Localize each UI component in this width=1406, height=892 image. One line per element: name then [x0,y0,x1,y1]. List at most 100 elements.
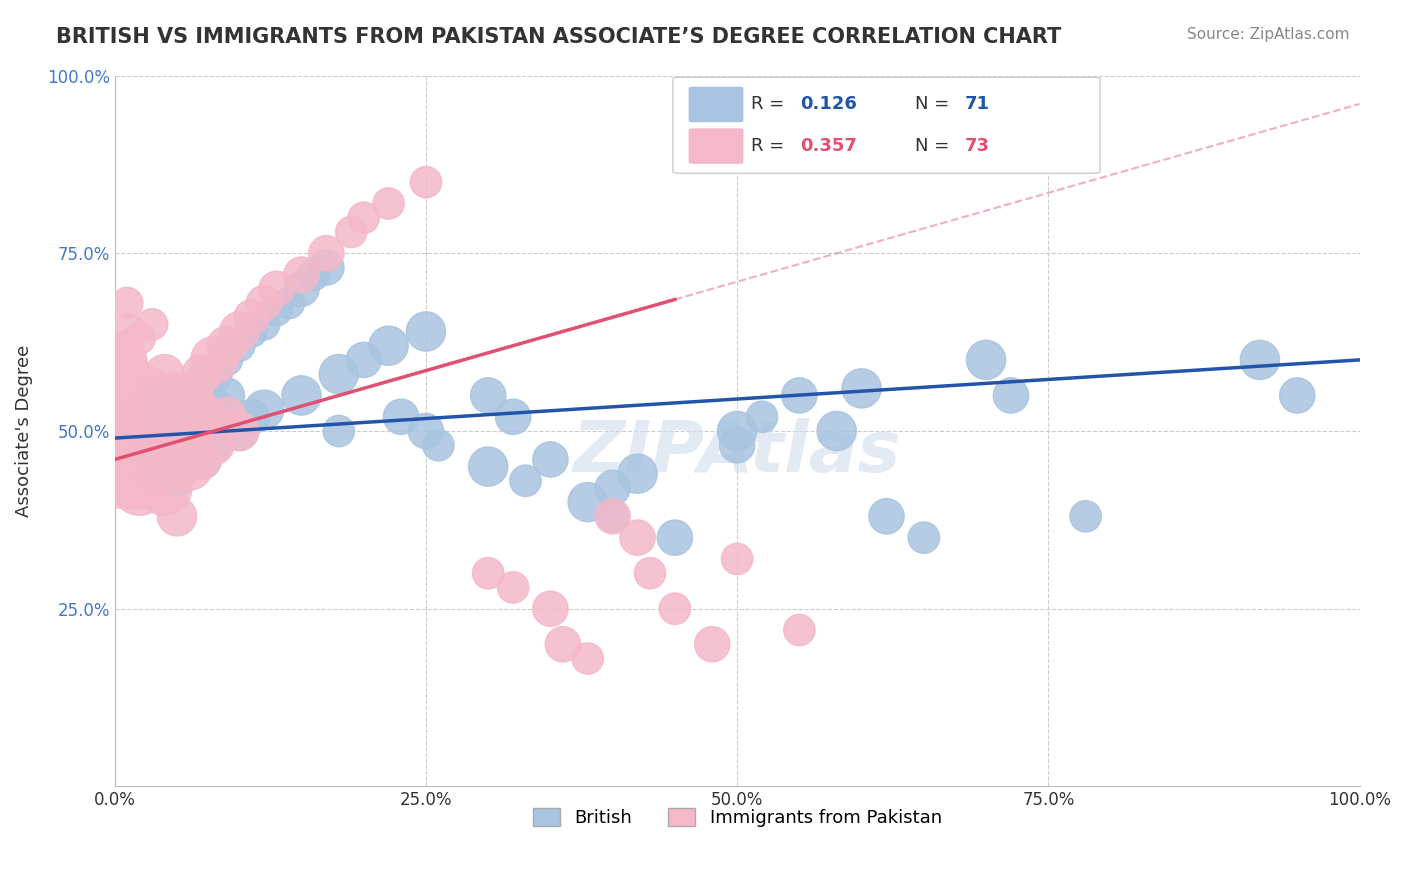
Point [166,474,188,488]
Point [266,303,288,318]
Point [179,452,201,467]
Point [502,409,524,424]
Point [202,395,225,409]
Point [415,175,437,189]
Point [851,381,873,395]
Point [115,467,138,481]
Point [477,566,499,581]
Text: Source: ZipAtlas.com: Source: ZipAtlas.com [1187,27,1350,42]
Point [576,495,599,509]
Point [166,459,188,474]
Point [253,318,276,332]
Point [128,438,150,452]
Point [228,424,250,438]
Point [974,352,997,367]
Point [128,467,150,481]
Point [115,325,138,339]
Point [166,509,188,524]
Point [153,452,176,467]
Point [515,474,537,488]
Point [141,318,163,332]
Point [340,225,363,239]
Point [153,431,176,445]
Point [153,452,176,467]
Point [202,367,225,381]
Point [502,581,524,595]
Point [290,388,312,402]
Point [602,481,624,495]
Point [166,395,188,409]
Point [538,452,561,467]
Point [253,402,276,417]
Point [912,531,935,545]
Point [215,409,238,424]
Point [1286,388,1309,402]
Point [128,424,150,438]
Point [215,339,238,353]
Point [115,452,138,467]
Point [191,452,214,467]
Point [128,332,150,346]
Point [179,459,201,474]
Point [153,417,176,431]
Point [153,481,176,495]
Point [477,388,499,402]
Point [228,325,250,339]
Point [141,381,163,395]
Text: BRITISH VS IMMIGRANTS FROM PAKISTAN ASSOCIATE’S DEGREE CORRELATION CHART: BRITISH VS IMMIGRANTS FROM PAKISTAN ASSO… [56,27,1062,46]
Point [141,424,163,438]
Point [153,409,176,424]
Point [115,339,138,353]
Point [115,352,138,367]
Point [328,424,350,438]
Point [353,352,375,367]
Point [115,409,138,424]
Point [141,467,163,481]
Point [215,352,238,367]
Point [551,637,574,651]
Point [128,388,150,402]
Point [166,438,188,452]
Point [389,409,412,424]
Point [115,367,138,381]
Point [253,296,276,310]
Point [202,438,225,452]
Point [377,339,399,353]
Point [153,395,176,409]
Point [240,409,263,424]
Point [166,388,188,402]
Point [141,402,163,417]
Point [638,566,661,581]
Point [141,409,163,424]
Point [789,623,811,637]
Point [1249,352,1271,367]
Point [477,459,499,474]
Point [191,374,214,388]
Point [290,268,312,282]
Point [415,424,437,438]
Point [427,438,450,452]
Point [315,246,337,260]
Point [153,367,176,381]
Point [751,409,773,424]
Point [228,339,250,353]
Point [166,424,188,438]
Y-axis label: Associate's Degree: Associate's Degree [15,345,32,517]
Point [128,409,150,424]
Point [115,445,138,459]
Point [166,424,188,438]
Point [602,509,624,524]
Point [179,409,201,424]
Point [191,367,214,381]
Point [702,637,724,651]
Point [266,282,288,296]
Point [115,438,138,452]
Point [626,531,648,545]
Point [179,388,201,402]
Point [876,509,898,524]
Point [664,531,686,545]
Point [602,509,624,524]
Point [141,445,163,459]
Point [128,424,150,438]
Point [315,260,337,275]
